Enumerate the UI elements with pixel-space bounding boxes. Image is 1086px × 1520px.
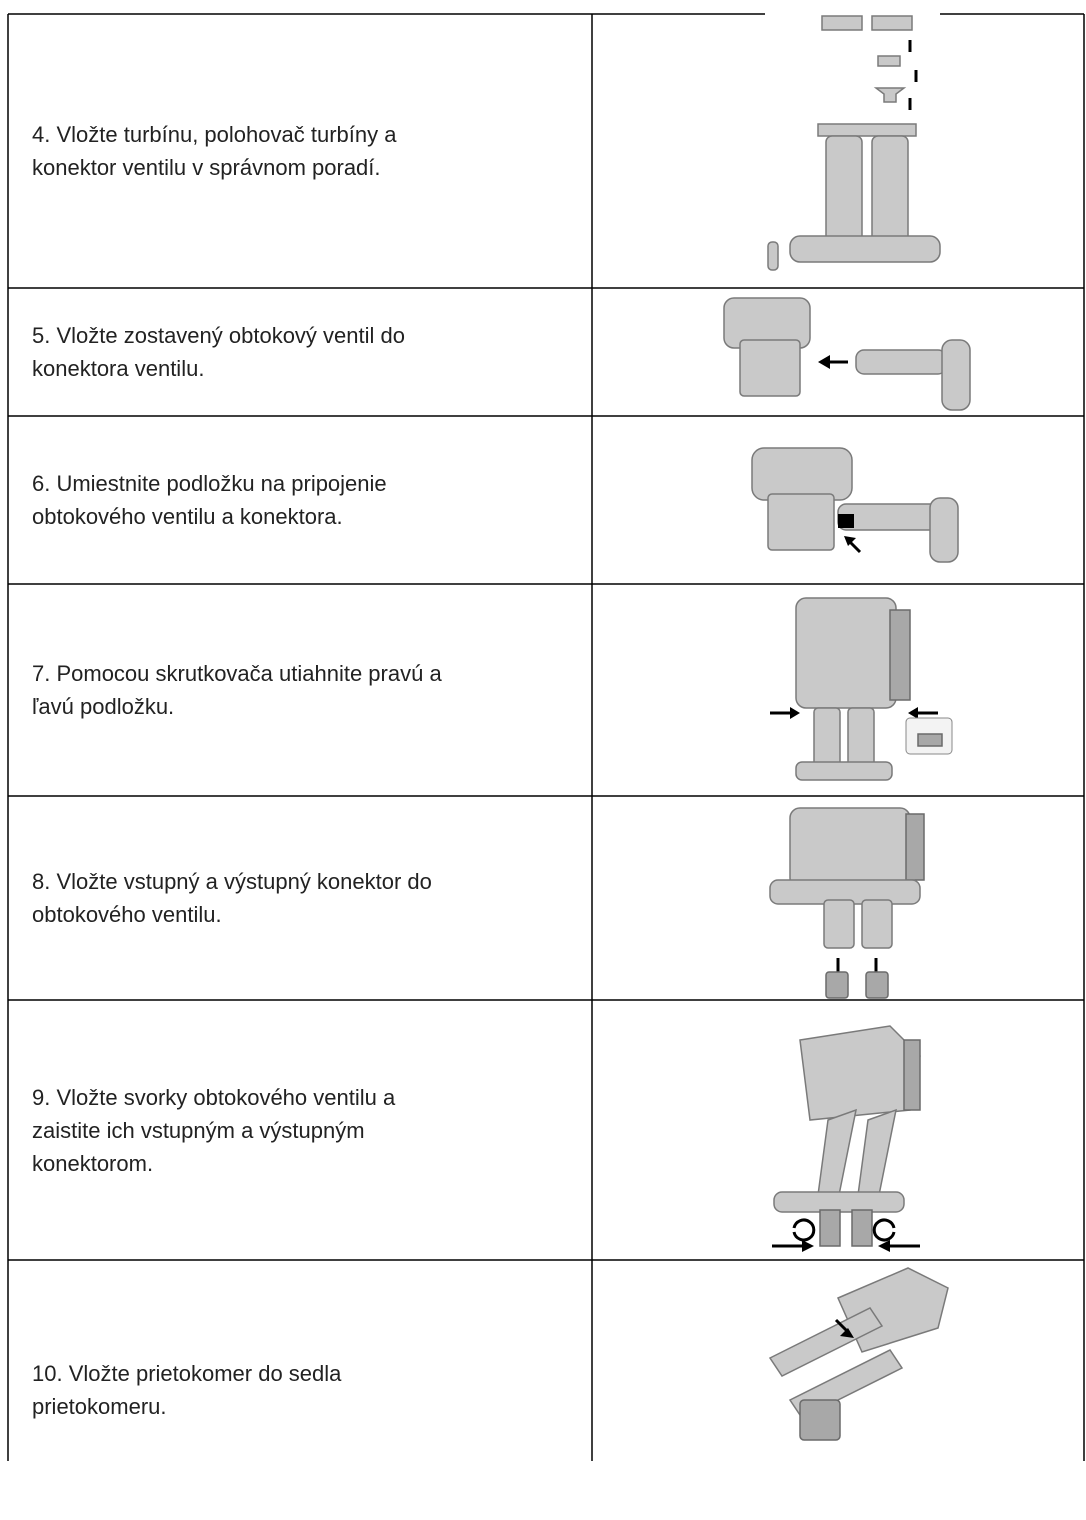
- table-borders: [7, 13, 1085, 1461]
- step-cell: 10. Vložte prietokomer do sedla prietokom…: [9, 1260, 569, 1520]
- illustration-step-9: [772, 1025, 921, 1252]
- illustration-step-7: [770, 597, 953, 781]
- step-text: ľavú podložku.: [32, 694, 175, 719]
- step-text: obtokového ventilu a konektora.: [32, 504, 343, 529]
- step-text: konektorom.: [32, 1150, 154, 1176]
- step-text: 5. Vložte zostavený obtokový ventil do: [32, 323, 405, 348]
- page: 4. Vložte turbínu, polohovač turbíny a ko…: [7, 13, 1085, 1461]
- step-cell: 9. Vložte svorky obtokového ventilu a zai…: [9, 1000, 569, 1260]
- step-text: zaistite ich vstupným a výstupným: [32, 1117, 365, 1143]
- step-text: 6. Umiestnite podložku na pripojenie: [32, 471, 387, 496]
- step-cell: 6. Umiestnite podložku na pripojenie obto…: [9, 416, 569, 584]
- step-text: konektora ventilu.: [32, 356, 205, 381]
- step-text: 10. Vložte prietokomer do sedla: [32, 1361, 342, 1386]
- step-cell: 8. Vložte vstupný a výstupný konektor do…: [9, 796, 569, 1000]
- step-text: 9. Vložte svorky obtokového ventilu a: [32, 1084, 396, 1110]
- step-text: 8. Vložte vstupný a výstupný konektor do: [32, 869, 432, 894]
- step-cell: 7. Pomocou skrutkovača utiahnite pravú a…: [9, 584, 569, 796]
- step-text: konektor ventilu v správnom poradí.: [32, 155, 381, 180]
- step-text: 4. Vložte turbínu, polohovač turbíny a: [32, 122, 397, 147]
- step-cell: 5. Vložte zostavený obtokový ventil do ko…: [9, 288, 569, 416]
- illustration-step-5: [723, 297, 971, 411]
- illustration-step-8: [769, 807, 925, 999]
- step-text: 7. Pomocou skrutkovača utiahnite pravú a: [32, 661, 442, 686]
- illustration-step-6: [751, 447, 959, 563]
- step-text: obtokového ventilu.: [32, 902, 222, 927]
- illustration-step-4: [767, 15, 941, 271]
- table-art: [7, 13, 1085, 1461]
- illustration-step-10: [768, 1267, 949, 1441]
- step-text: prietokomeru.: [32, 1394, 167, 1419]
- step-cell: 4. Vložte turbínu, polohovač turbíny a ko…: [9, 14, 569, 288]
